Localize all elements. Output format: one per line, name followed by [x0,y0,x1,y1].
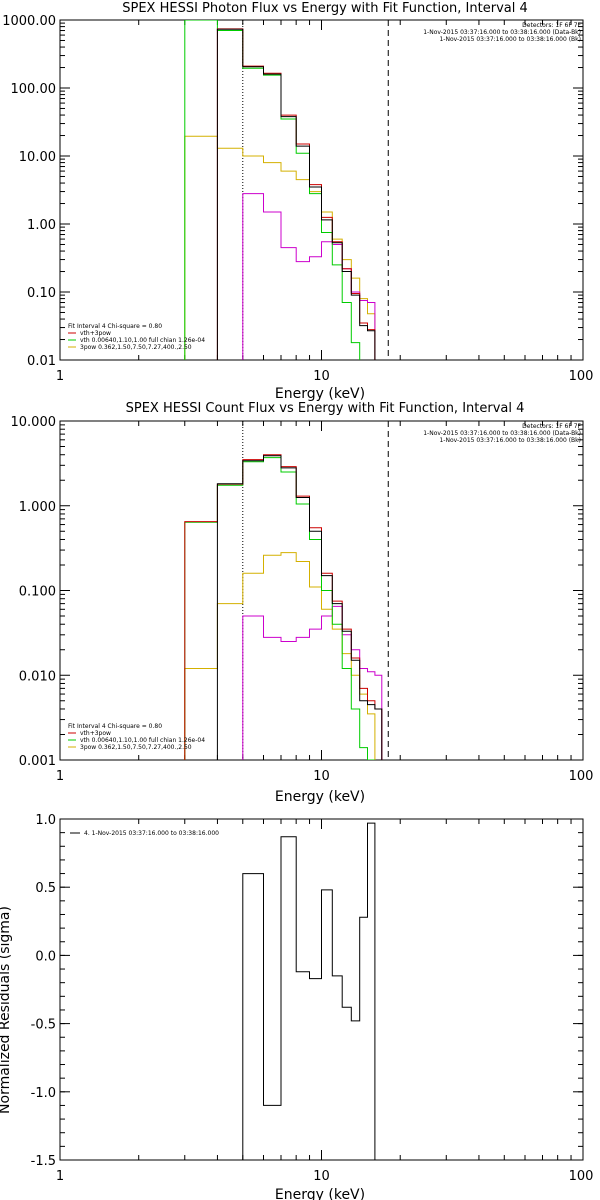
y-tick-label: 10.00 [19,150,56,165]
x-tick-label: 100 [569,769,594,784]
y-tick-label: 0.010 [19,669,56,684]
legend-label: 3pow 0.362,1.50,7.50,7.27,400.,2.50 [80,744,192,751]
header-text: 1-Nov-2015 03:37:16.000 to 03:38:16.000 … [439,36,581,43]
header-text: 1-Nov-2015 03:37:16.000 to 03:38:16.000 … [439,437,581,444]
y-tick-label: 0.100 [19,585,56,600]
y-tick-label: 1.00 [27,218,56,233]
panel3-ylabel: Normalized Residuals (sigma) [0,906,13,1114]
panel1-xlabel: Energy (keV) [275,386,365,402]
x-tick-label: 100 [569,369,594,384]
legend-label: 4. 1-Nov-2015 03:37:16.000 to 03:38:16.0… [84,830,219,837]
legend-label: vth 0.00640,1.10,1.00 full chian 1.26e-0… [80,337,205,344]
y-tick-label: 1.0 [35,813,56,828]
x-tick-label: 10 [313,369,330,384]
legend-label: 3pow 0.362,1.50,7.50,7.27,400.,2.50 [80,344,192,351]
panel2-xlabel: Energy (keV) [275,789,365,805]
legend-label: vth+3pow [80,730,111,737]
y-tick-label: 0.10 [27,286,56,301]
header-text: 1-Nov-2015 03:37:16.000 to 03:38:16.000 … [423,29,581,36]
x-tick-label: 1 [56,1169,64,1184]
legend-label: vth+3pow [80,330,111,337]
x-tick-label: 10 [313,769,330,784]
plot-frame [59,818,584,1161]
series-line-1 [184,20,376,360]
header-text: Detectors: 1F 6F 7F [522,22,581,29]
y-tick-label: -1.5 [31,1154,56,1169]
photon-flux-panel: SPEX HESSI Photon Flux vs Energy with Fi… [2,1,594,402]
series-line-4 [242,605,383,760]
panel2-title: SPEX HESSI Count Flux vs Energy with Fit… [126,401,525,416]
series-line-1 [184,457,375,760]
x-tick-label: 1 [56,369,64,384]
series-line-2 [184,135,376,360]
header-text: 1-Nov-2015 03:37:16.000 to 03:38:16.000 … [423,430,581,437]
residuals-panel: Energy (keV) Normalized Residuals (sigma… [0,813,593,1200]
header-text: Detectors: 1F 6F 7F [522,423,581,430]
series-line-3 [216,455,383,760]
y-tick-label: 0.0 [35,949,56,964]
x-tick-label: 100 [569,1169,594,1184]
y-tick-label: 100.00 [11,82,57,97]
x-tick-label: 10 [313,1169,330,1184]
legend-title: Fit Interval 4 Chi-square = 0.80 [68,323,162,330]
series-line-3 [216,28,376,360]
series-line-2 [184,552,376,760]
panel1-title: SPEX HESSI Photon Flux vs Energy with Fi… [122,1,528,16]
y-tick-label: 1.000 [19,500,56,515]
y-tick-label: 0.001 [19,754,56,769]
y-tick-label: -1.0 [31,1086,56,1101]
y-tick-label: 0.01 [27,354,56,369]
y-tick-label: 10.000 [11,415,57,430]
series-line-4 [242,193,376,360]
plot-area [184,20,389,360]
y-tick-label: -0.5 [31,1018,56,1033]
series-line-0 [184,454,383,760]
plot-area [242,822,376,1160]
y-tick-label: 0.5 [35,881,56,896]
count-flux-panel: SPEX HESSI Count Flux vs Energy with Fit… [11,401,594,805]
panel3-xlabel: Energy (keV) [275,1187,365,1200]
x-tick-label: 1 [56,769,64,784]
plot-area [184,421,389,760]
y-tick-label: 1000.00 [2,14,56,29]
legend-title: Fit Interval 4 Chi-square = 0.80 [68,723,162,730]
series-line-0 [242,822,376,1160]
legend-label: vth 0.00640,1.10,1.00 full chian 1.26e-0… [80,737,205,744]
